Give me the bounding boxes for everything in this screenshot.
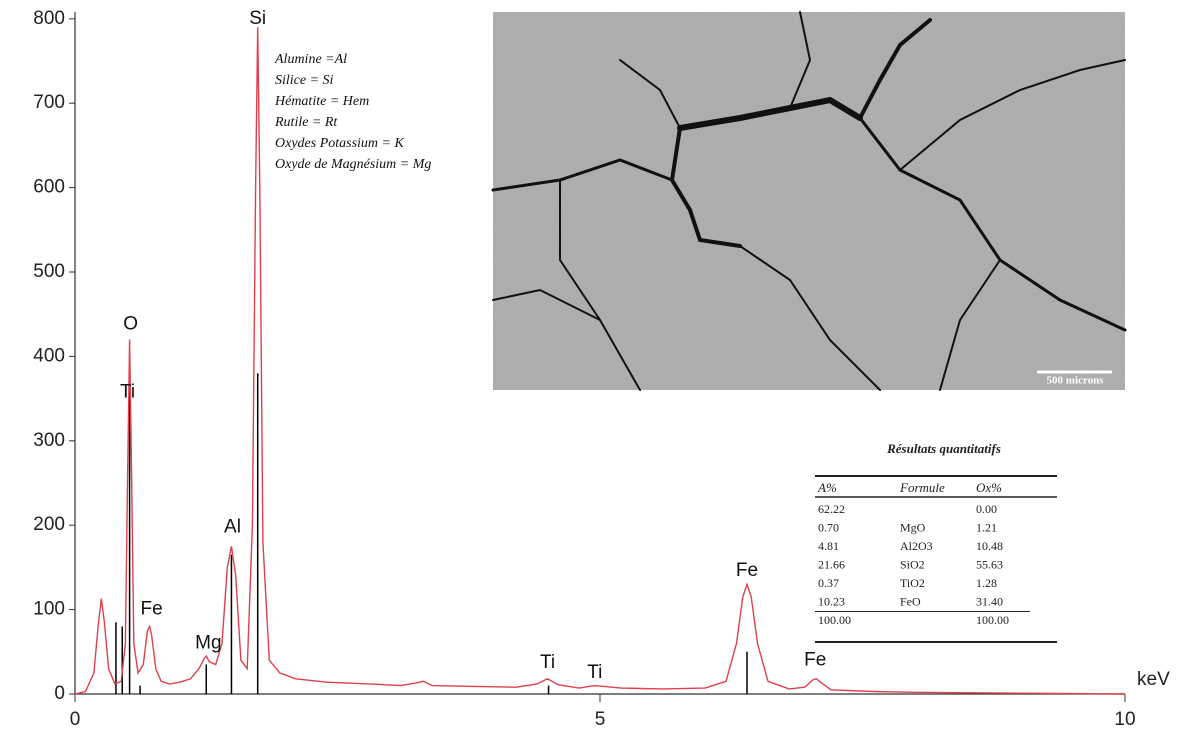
table-cell: TiO2 [900,576,925,590]
peak-label: Fe [804,649,826,670]
micrograph-texture [493,12,1125,390]
table-cell: 1.21 [976,520,997,534]
x-tick-label: 5 [595,709,606,730]
peak-label: Fe [736,560,758,581]
table-title: Résultats quantitatifs [886,441,1001,456]
table-cell: 0.70 [818,520,839,534]
y-tick-label: 600 [33,177,65,198]
peak-label: Fe [141,599,163,620]
peak-label: Si [249,8,266,29]
y-tick-label: 0 [54,683,65,704]
table-cell: 100.00 [976,613,1009,627]
table-cell: FeO [900,594,921,608]
results-table: Résultats quantitatifs A% Formule Ox% 62.22 0… [815,441,1057,643]
table-cell: 21.66 [818,557,845,571]
table-cell: 62.22 [818,502,845,516]
y-tick-label: 700 [33,92,65,113]
table-cell: 0.37 [818,576,839,590]
peak-label: Mg [195,632,221,653]
scale-bar-label: 500 microns [1047,375,1105,387]
table-cell: 0.00 [976,502,997,516]
legend-entry: Hématite = Hem [274,94,369,109]
legend-entry: Silice = Si [275,73,334,88]
legend-entry: Alumine =Al [274,52,347,67]
table-header: Formule [899,480,945,495]
table-header: A% [817,480,837,495]
legend-entry: Oxydes Potassium = K [275,136,404,151]
legend-entry: Rutile = Rt [274,115,338,130]
table-cell: 1.28 [976,576,997,590]
y-tick-label: 100 [33,599,65,620]
x-axis-label: keV [1137,669,1170,690]
table-cell: MgO [900,520,926,534]
y-tick-label: 800 [33,8,65,29]
legend-entry: Oxyde de Magnésium = Mg [275,157,431,172]
y-tick-label: 500 [33,261,65,282]
table-cell: Al2O3 [900,539,933,553]
peak-label: Ti [120,382,135,403]
peak-label: O [123,313,138,334]
y-tick-label: 300 [33,430,65,451]
peak-label: Al [224,517,241,538]
spectrum-line [74,27,1126,695]
y-tick-label: 400 [33,345,65,366]
y-tick-label: 200 [33,514,65,535]
peak-label: Ti [540,652,555,673]
peak-label: Ti [587,662,602,683]
table-cell: 10.23 [818,594,845,608]
legend: Alumine =Al Silice = Si Hématite = Hem Ruti… [274,52,431,172]
table-cell: 4.81 [818,539,839,553]
cracks [491,11,1127,391]
x-tick-label: 0 [70,709,81,730]
table-cell: 31.40 [976,594,1003,608]
table-cell: SiO2 [900,557,925,571]
micrograph: 500 microns [491,11,1127,391]
table-cell: 55.63 [976,557,1003,571]
table-cell: 100.00 [818,613,851,627]
x-tick-label: 10 [1114,709,1135,730]
table-cell: 10.48 [976,539,1003,553]
table-header: Ox% [976,480,1002,495]
